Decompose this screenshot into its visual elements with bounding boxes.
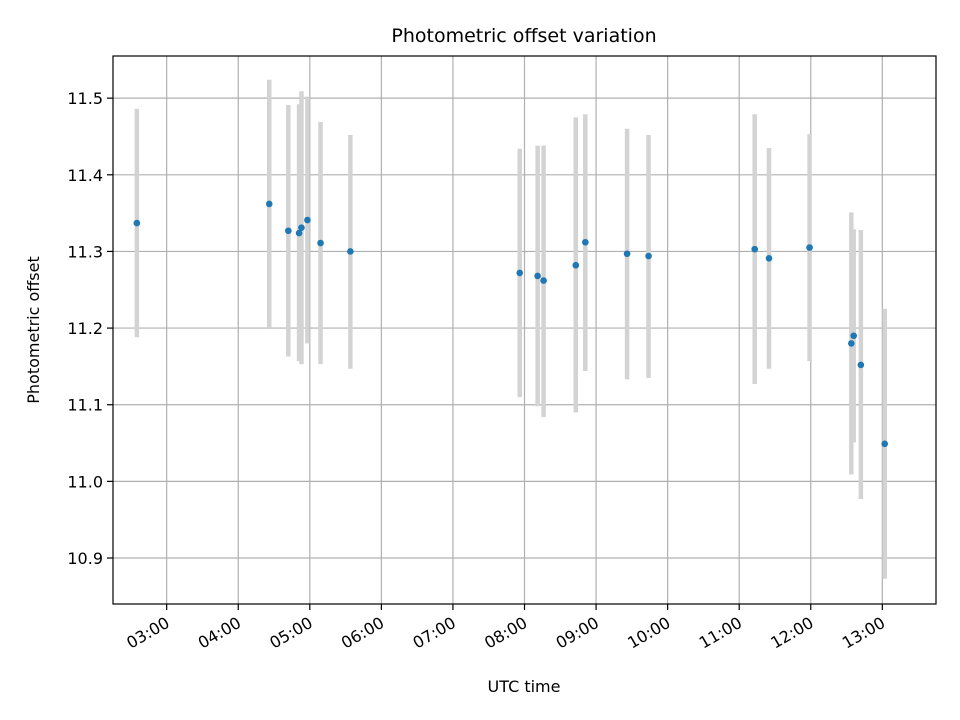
data-point [645, 252, 652, 260]
data-point [285, 227, 292, 235]
data-point [133, 219, 141, 227]
y-tick-label: 11.0 [67, 472, 103, 491]
chart-title: Photometric offset variation [391, 25, 656, 47]
data-point [295, 229, 303, 237]
data-point [881, 440, 889, 448]
data-point [850, 332, 857, 340]
y-axis-label: Photometric offset [24, 256, 43, 404]
point-layer [133, 200, 889, 448]
data-point [848, 340, 855, 347]
data-point [317, 239, 324, 247]
data-point [751, 245, 759, 253]
data-point [347, 248, 354, 255]
data-point [765, 255, 773, 262]
x-axis-label: UTC time [488, 677, 561, 696]
data-point [265, 200, 273, 208]
data-point [857, 361, 865, 369]
data-point [516, 269, 524, 277]
grid-layer [113, 56, 936, 604]
y-tick-label: 10.9 [67, 549, 103, 568]
y-tick-label: 11.3 [67, 242, 103, 261]
data-point [582, 238, 589, 246]
y-tick-label: 11.5 [67, 89, 103, 108]
data-point [623, 250, 631, 258]
y-tick-label: 11.4 [67, 166, 103, 185]
data-point [298, 224, 305, 231]
y-tick-label: 11.1 [67, 396, 103, 415]
data-point [806, 244, 813, 251]
data-point [540, 277, 547, 284]
data-point [304, 216, 311, 224]
data-point [534, 272, 541, 280]
data-point [572, 261, 580, 269]
y-tick-label: 11.2 [67, 319, 103, 338]
